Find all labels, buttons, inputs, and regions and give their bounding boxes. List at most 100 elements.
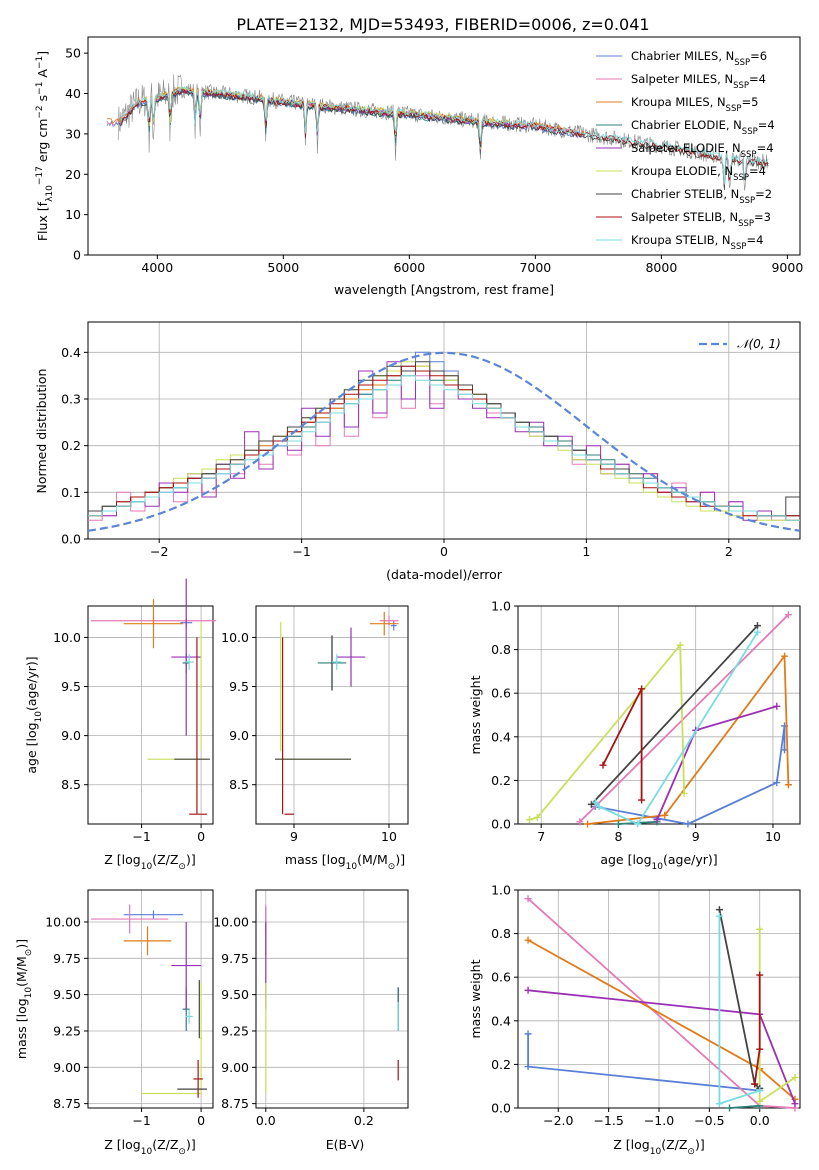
weight-marker: [576, 818, 584, 826]
legend-entry: Salpeter STELIB, NSSP=3: [631, 210, 771, 229]
model-spectrum: [106, 86, 586, 151]
y-tick-label: 0.0: [61, 532, 81, 547]
label-part: 10: [45, 185, 55, 197]
weight-marker: [726, 1104, 733, 1112]
label-part: (age/yr)]: [24, 656, 39, 711]
weight-marker: [676, 641, 684, 649]
weight-series: [587, 653, 790, 825]
x-axis-label: mass [log10(M/M⊙)]: [285, 852, 405, 872]
legend-label: Salpeter MILES, N: [631, 72, 733, 86]
weight-marker: [584, 820, 592, 828]
legend-sub: SSP: [734, 58, 750, 68]
mass-z-axes: −1 0 8.75 9.00 9.25 9.50 9.75 10.00: [45, 889, 214, 1128]
y-tick-label: 9.50: [53, 987, 81, 1002]
y-tick-label: 0.4: [61, 345, 81, 360]
weight-marker: [791, 1100, 799, 1108]
weight-marker: [524, 936, 532, 944]
age-z-axes: −1 0 8.5 9.0 9.5 10.0: [53, 605, 214, 844]
weight-marker: [781, 652, 789, 660]
spectrum-axes: 4000 5000 6000 7000 8000 9000 0 10 20 30 40 50: [65, 36, 803, 275]
label-part: (Z/Z: [152, 852, 178, 867]
x-axis-label: Z [log10(Z/Z⊙)]: [613, 1137, 704, 1157]
weight-marker: [715, 906, 723, 914]
y-tick-label: 9.0: [61, 728, 81, 743]
y-tick-label: 0.2: [491, 773, 511, 788]
legend-label: Salpeter ELODIE, N: [631, 141, 741, 155]
y-tick-label: 10: [65, 207, 81, 222]
label-part: 10: [24, 987, 34, 999]
label-part: ⊙: [24, 949, 34, 957]
x-tick-label: 0.0: [256, 1113, 276, 1128]
y-tick-label: 0: [73, 248, 81, 263]
weight-marker: [587, 800, 595, 808]
legend-count: =5: [741, 95, 758, 109]
y-tick-label: 0.2: [491, 1057, 511, 1072]
y-tick-label: 10.0: [221, 630, 249, 645]
weight-marker: [595, 803, 603, 811]
errorbar: [332, 654, 342, 670]
weight-marker: [773, 779, 781, 787]
weight-marker: [524, 895, 532, 903]
legend-entry: Kroupa STELIB, NSSP=4: [631, 233, 763, 252]
weight-series: [579, 614, 790, 823]
weight-marker: [756, 1097, 764, 1105]
x-tick-label: 7: [537, 829, 545, 844]
mass-ebv-frame: [255, 889, 409, 1109]
y-tick-label: 20: [65, 167, 81, 182]
legend-entry: Salpeter ELODIE, NSSP=4: [631, 141, 774, 160]
y-tick-label: 0.2: [61, 438, 81, 453]
legend-entry: 𝒩(0, 1): [737, 337, 781, 351]
weight-marker: [524, 1030, 532, 1038]
y-tick-label: 9.25: [221, 1023, 249, 1038]
y-tick-label: 8.75: [221, 1096, 249, 1111]
y-tick-label: 1.0: [491, 883, 511, 898]
y-axis-label: Normed distribution: [34, 369, 49, 494]
model-spectrum: [119, 88, 769, 185]
y-tick-label: 0.4: [491, 729, 511, 744]
label-part: Z [log: [104, 1137, 140, 1152]
label-part: ⊙: [388, 862, 396, 872]
weight-marker: [533, 813, 541, 821]
mass-ebv-axes: 0.0 0.2 8.75 9.00 9.25 9.50 9.75 10.00: [213, 889, 409, 1128]
histogram-series: [88, 375, 800, 521]
y-tick-label: 9.00: [221, 1060, 249, 1075]
y-axis-label: mass weight: [468, 959, 483, 1038]
y-tick-label: 9.75: [53, 951, 81, 966]
histogram-axes: −2 −1 0 1 2 0.0 0.1 0.2 0.3 0.4: [61, 321, 801, 559]
x-tick-label: −1: [132, 1113, 150, 1128]
weight-series: [527, 1033, 760, 1092]
y-tick-label: 9.25: [53, 1023, 81, 1038]
x-tick-label: −2.0: [543, 1113, 573, 1128]
label-part: ⊙: [178, 1147, 186, 1157]
x-tick-label: 10: [381, 829, 397, 844]
errorbar: [171, 921, 202, 1010]
weight-marker: [784, 611, 792, 619]
errorbar: [185, 1009, 193, 1024]
y-axis-label: Flux [fλ10−17 erg cm−2 s−1 A−1]: [35, 51, 55, 241]
y-tick-label: 40: [65, 86, 81, 101]
y-tick-label: 0.0: [491, 817, 511, 832]
legend-sub: SSP: [742, 127, 758, 137]
errorbar: [199, 621, 203, 752]
legend-count: =4: [746, 233, 763, 247]
legend-count: =2: [755, 187, 772, 201]
label-part: age [log: [600, 852, 651, 867]
label-part: A: [35, 69, 50, 82]
label-part: 10: [652, 862, 664, 872]
label-part: mass [log: [14, 998, 29, 1059]
age-mass-axes: 9 10 8.5 9.0 9.5 10.0: [221, 605, 409, 844]
errorbar: [123, 926, 172, 956]
label-part: λ: [45, 196, 55, 202]
mass-z-frame: [87, 889, 214, 1109]
weight-series: [602, 688, 643, 800]
weight-marker: [591, 798, 599, 806]
y-tick-label: 1.0: [491, 599, 511, 614]
label-part: )]: [395, 852, 405, 867]
y-tick-label: 0.4: [491, 1013, 511, 1028]
x-axis-label: Z [log10(Z/Z⊙)]: [104, 1137, 195, 1157]
errorbar: [193, 1060, 203, 1098]
legend-sub: SSP: [726, 104, 742, 114]
y-tick-label: 50: [65, 46, 81, 61]
y-tick-label: 0.6: [491, 970, 511, 985]
x-axis-label: (data-model)/error: [386, 567, 503, 582]
